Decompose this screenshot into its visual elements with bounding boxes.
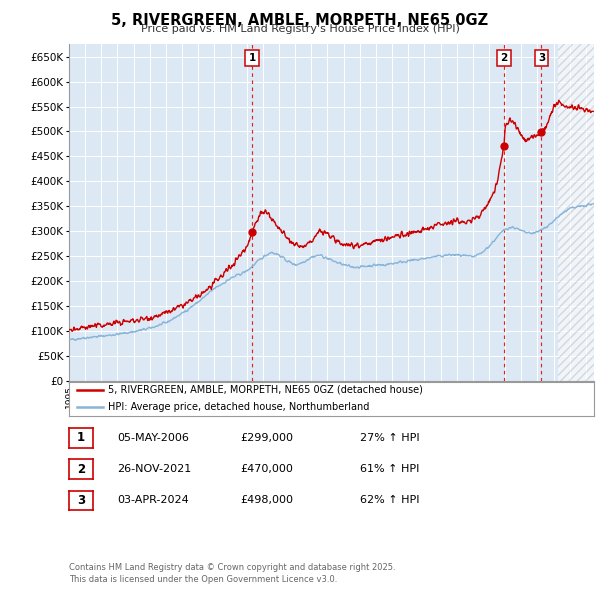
Text: 27% ↑ HPI: 27% ↑ HPI	[360, 433, 419, 442]
Bar	[557, 44, 594, 381]
Text: 2: 2	[500, 53, 508, 63]
Text: 05-MAY-2006: 05-MAY-2006	[117, 433, 189, 442]
Text: 3: 3	[538, 53, 545, 63]
Text: 26-NOV-2021: 26-NOV-2021	[117, 464, 191, 474]
Text: Contains HM Land Registry data © Crown copyright and database right 2025.
This d: Contains HM Land Registry data © Crown c…	[69, 563, 395, 584]
Text: 2: 2	[77, 463, 85, 476]
Text: 61% ↑ HPI: 61% ↑ HPI	[360, 464, 419, 474]
Text: 62% ↑ HPI: 62% ↑ HPI	[360, 496, 419, 505]
Text: £498,000: £498,000	[240, 496, 293, 505]
Bar	[557, 44, 594, 381]
Text: Price paid vs. HM Land Registry's House Price Index (HPI): Price paid vs. HM Land Registry's House …	[140, 24, 460, 34]
Text: HPI: Average price, detached house, Northumberland: HPI: Average price, detached house, Nort…	[109, 402, 370, 412]
Text: 1: 1	[248, 53, 256, 63]
Text: 03-APR-2024: 03-APR-2024	[117, 496, 189, 505]
Text: 5, RIVERGREEN, AMBLE, MORPETH, NE65 0GZ (detached house): 5, RIVERGREEN, AMBLE, MORPETH, NE65 0GZ …	[109, 385, 423, 395]
Text: 3: 3	[77, 494, 85, 507]
Text: £470,000: £470,000	[240, 464, 293, 474]
Text: £299,000: £299,000	[240, 433, 293, 442]
Text: 1: 1	[77, 431, 85, 444]
Text: 5, RIVERGREEN, AMBLE, MORPETH, NE65 0GZ: 5, RIVERGREEN, AMBLE, MORPETH, NE65 0GZ	[112, 13, 488, 28]
